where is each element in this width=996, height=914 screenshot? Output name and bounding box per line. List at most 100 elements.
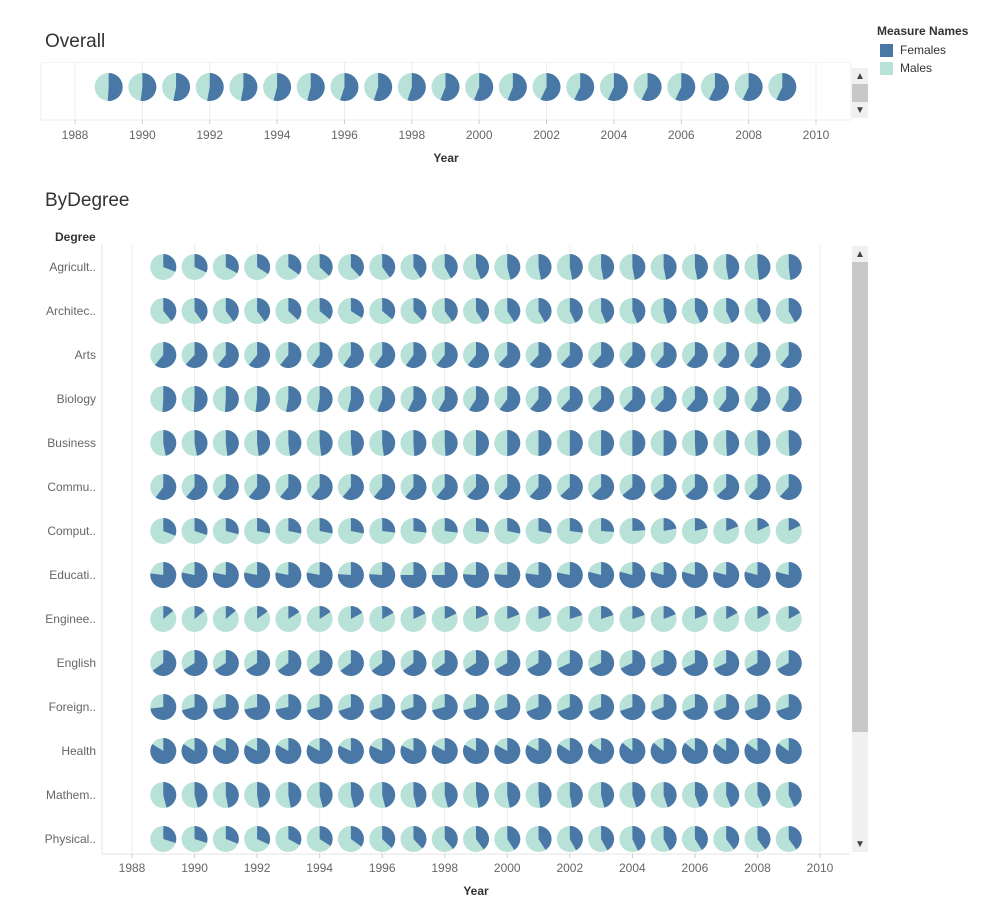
degree-pie-9-1998[interactable]	[431, 650, 458, 676]
degree-pie-2-1990[interactable]	[181, 342, 208, 368]
degree-pie-0-2006[interactable]	[681, 254, 708, 280]
degree-pie-1-1997[interactable]	[400, 298, 427, 324]
degree-pie-0-1999[interactable]	[463, 254, 490, 280]
degree-pie-7-2004[interactable]	[619, 562, 646, 588]
degree-pie-0-1990[interactable]	[181, 254, 208, 280]
degree-pie-9-2007[interactable]	[713, 650, 740, 676]
degree-pie-10-2001[interactable]	[525, 694, 552, 721]
degree-pie-3-2005[interactable]	[650, 386, 677, 412]
degree-pie-7-2002[interactable]	[556, 562, 583, 589]
degree-pie-4-2007[interactable]	[713, 430, 740, 456]
degree-pie-8-2008[interactable]	[744, 606, 771, 632]
degree-pie-8-1996[interactable]	[369, 606, 396, 632]
degree-pie-3-2003[interactable]	[588, 386, 615, 412]
bydegree-scroll-thumb[interactable]	[852, 262, 868, 732]
degree-pie-5-2000[interactable]	[494, 474, 521, 500]
degree-pie-12-2007[interactable]	[713, 782, 740, 808]
degree-pie-8-1997[interactable]	[400, 606, 427, 632]
degree-pie-9-1993[interactable]	[275, 650, 302, 676]
degree-pie-9-1992[interactable]	[244, 650, 271, 676]
degree-pie-9-1994[interactable]	[306, 650, 333, 676]
degree-pie-8-1991[interactable]	[212, 606, 239, 632]
degree-pie-1-2004[interactable]	[619, 298, 646, 324]
degree-pie-6-2004[interactable]	[619, 518, 646, 544]
degree-pie-10-1996[interactable]	[369, 694, 396, 720]
degree-pie-10-1991[interactable]	[212, 694, 239, 720]
degree-pie-10-2005[interactable]	[650, 694, 677, 720]
overall-pie-2002[interactable]	[532, 73, 561, 101]
degree-pie-5-2003[interactable]	[588, 474, 615, 500]
degree-pie-13-1997[interactable]	[400, 826, 427, 852]
degree-pie-13-1999[interactable]	[463, 826, 490, 852]
degree-pie-3-1999[interactable]	[463, 386, 489, 412]
degree-pie-3-1995[interactable]	[337, 386, 364, 412]
degree-pie-12-2006[interactable]	[681, 782, 708, 808]
degree-pie-13-1994[interactable]	[306, 825, 333, 852]
degree-pie-10-1992[interactable]	[244, 694, 271, 720]
degree-pie-11-1994[interactable]	[306, 738, 333, 764]
degree-pie-12-1996[interactable]	[369, 782, 396, 808]
degree-pie-7-2003[interactable]	[588, 562, 615, 588]
degree-pie-10-1995[interactable]	[337, 694, 364, 720]
degree-pie-4-2009[interactable]	[775, 430, 802, 456]
scroll-down-icon[interactable]: ▼	[855, 838, 865, 850]
overall-pie-1996[interactable]	[330, 72, 359, 101]
degree-pie-8-2006[interactable]	[681, 606, 708, 632]
degree-pie-2-2007[interactable]	[713, 342, 740, 368]
degree-pie-2-1997[interactable]	[400, 342, 427, 368]
degree-pie-6-2008[interactable]	[744, 518, 771, 544]
degree-pie-5-2008[interactable]	[744, 474, 771, 500]
degree-pie-3-1992[interactable]	[244, 386, 271, 412]
degree-pie-0-2004[interactable]	[619, 254, 646, 280]
degree-pie-6-1989[interactable]	[150, 518, 177, 544]
degree-pie-4-2005[interactable]	[650, 430, 677, 456]
degree-pie-3-1997[interactable]	[400, 386, 427, 412]
degree-pie-1-1992[interactable]	[244, 298, 271, 324]
degree-pie-1-2003[interactable]	[588, 298, 615, 324]
degree-pie-8-2000[interactable]	[494, 606, 521, 632]
degree-pie-13-2003[interactable]	[588, 826, 615, 852]
degree-pie-5-1995[interactable]	[337, 474, 364, 501]
degree-pie-7-2005[interactable]	[650, 562, 677, 588]
degree-pie-1-2005[interactable]	[650, 298, 677, 324]
overall-pie-1993[interactable]	[229, 72, 258, 101]
degree-pie-10-2002[interactable]	[556, 694, 583, 720]
legend-item-males[interactable]: Males	[880, 59, 968, 77]
degree-pie-7-2009[interactable]	[775, 562, 802, 588]
degree-pie-9-1997[interactable]	[400, 650, 427, 676]
degree-pie-1-1993[interactable]	[275, 298, 302, 324]
degree-pie-9-2009[interactable]	[775, 650, 802, 676]
degree-pie-1-1999[interactable]	[463, 298, 490, 324]
degree-pie-13-2006[interactable]	[681, 826, 708, 852]
overall-pie-2000[interactable]	[465, 73, 494, 101]
degree-pie-13-1990[interactable]	[181, 826, 208, 852]
degree-pie-0-1991[interactable]	[212, 254, 239, 280]
degree-pie-9-2004[interactable]	[619, 650, 646, 677]
degree-pie-3-2009[interactable]	[775, 386, 802, 412]
degree-pie-13-2008[interactable]	[744, 826, 771, 852]
degree-pie-5-2006[interactable]	[681, 474, 708, 500]
degree-pie-13-2001[interactable]	[525, 826, 552, 852]
degree-pie-4-2003[interactable]	[588, 430, 615, 456]
degree-pie-10-1993[interactable]	[275, 694, 302, 720]
degree-pie-10-1990[interactable]	[181, 694, 208, 720]
degree-pie-4-2000[interactable]	[494, 430, 521, 456]
degree-pie-4-2006[interactable]	[681, 430, 708, 456]
degree-pie-3-2004[interactable]	[619, 386, 646, 412]
degree-pie-5-1992[interactable]	[244, 474, 271, 501]
degree-pie-11-1993[interactable]	[275, 738, 302, 764]
degree-pie-4-1994[interactable]	[306, 429, 333, 456]
scroll-up-icon[interactable]: ▲	[855, 248, 865, 260]
degree-pie-10-2003[interactable]	[588, 694, 615, 721]
degree-pie-2-1992[interactable]	[244, 342, 271, 368]
degree-pie-2-1995[interactable]	[337, 342, 364, 368]
degree-pie-3-2007[interactable]	[713, 386, 740, 412]
degree-pie-4-1990[interactable]	[181, 430, 208, 456]
degree-pie-0-2005[interactable]	[650, 254, 677, 280]
degree-pie-10-1999[interactable]	[463, 694, 490, 720]
degree-pie-2-1999[interactable]	[463, 342, 489, 368]
degree-pie-0-2007[interactable]	[713, 254, 740, 280]
degree-pie-12-1991[interactable]	[212, 782, 239, 808]
degree-pie-0-1993[interactable]	[275, 254, 302, 280]
degree-pie-0-1994[interactable]	[306, 254, 333, 280]
